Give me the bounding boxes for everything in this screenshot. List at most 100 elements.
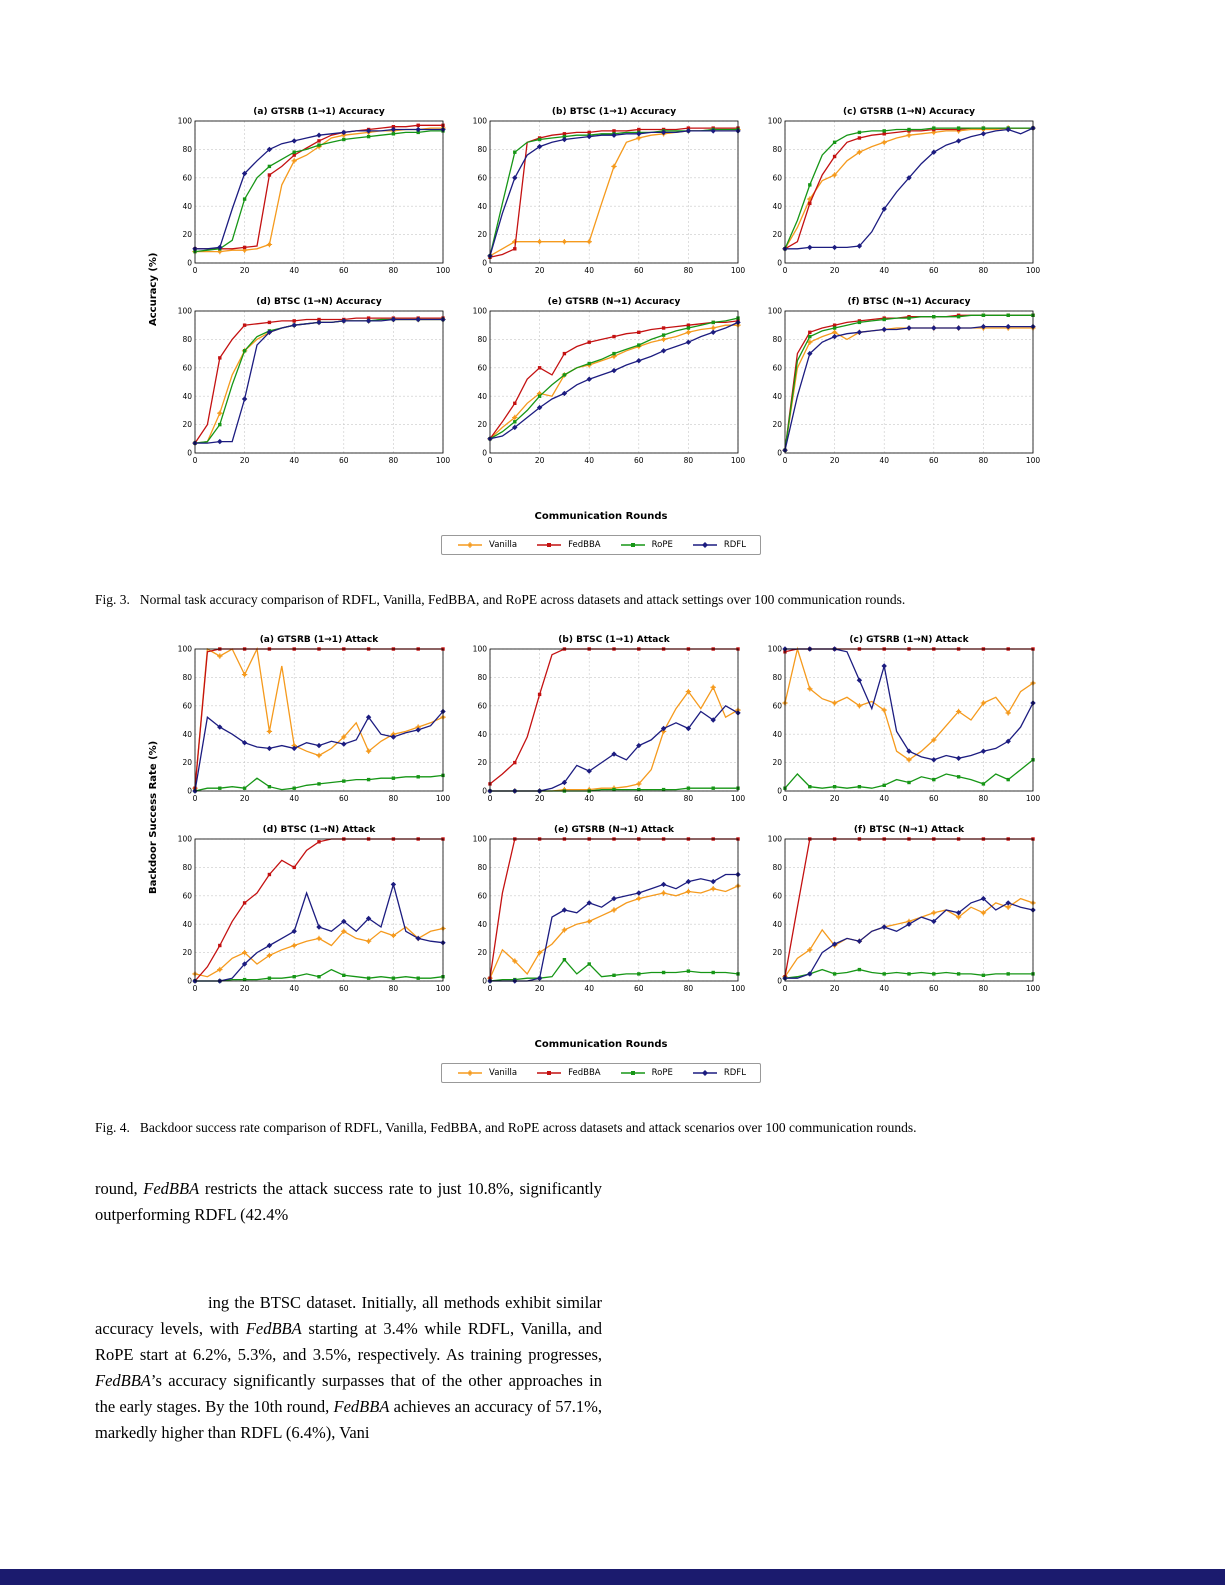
svg-text:0: 0: [482, 977, 487, 986]
body-paragraph-2: ing the BTSC dataset. Initially, all met…: [95, 1293, 602, 1442]
svg-text:100: 100: [731, 984, 745, 993]
svg-text:40: 40: [772, 202, 782, 211]
figure-4-caption-text: Backdoor success rate comparison of RDFL…: [139, 1120, 917, 1135]
svg-text:100: 100: [768, 835, 783, 844]
svg-text:40: 40: [584, 794, 594, 803]
svg-text:60: 60: [929, 266, 939, 275]
legend-swatch-vanilla: [458, 542, 483, 548]
svg-text:20: 20: [477, 420, 487, 429]
chart-gtsrb-Nto1-attack: 0 20 40 60 80 100 0 20 40 60 80 100 (e) GTSRB (N→1) …: [457, 821, 746, 1001]
legend-swatch-fedbba: [537, 543, 562, 547]
svg-text:100: 100: [473, 645, 488, 654]
chart-btsc-1to1-attack: 0 20 40 60 80 100 0 20 40 60 80 100 (b) BTSC (1→1) A…: [457, 631, 746, 811]
svg-text:(e) GTSRB (N→1) Accuracy: (e) GTSRB (N→1) Accuracy: [548, 297, 681, 307]
svg-text:40: 40: [289, 266, 299, 275]
svg-text:60: 60: [477, 363, 487, 372]
svg-text:20: 20: [477, 948, 487, 957]
svg-text:80: 80: [389, 266, 399, 275]
svg-text:0: 0: [488, 794, 493, 803]
legend-item-rdfl: RDFL: [691, 540, 746, 550]
svg-text:20: 20: [830, 794, 840, 803]
svg-text:0: 0: [783, 456, 788, 465]
chart-gtsrb-1toN-attack: 0 20 40 60 80 100 0 20 40 60 80 100 (c) GTSRB (1→N) …: [752, 631, 1041, 811]
svg-text:40: 40: [182, 202, 192, 211]
svg-text:40: 40: [879, 456, 889, 465]
legend-swatch-rdfl: [692, 1070, 717, 1076]
svg-text:0: 0: [488, 984, 493, 993]
chart-btsc-1toN-accuracy: 0 20 40 60 80 100 0 20 40 60 80 100 (d) BTSC (1→N) A…: [162, 293, 451, 473]
svg-text:100: 100: [768, 645, 783, 654]
svg-text:80: 80: [477, 145, 487, 154]
svg-text:60: 60: [929, 984, 939, 993]
svg-text:80: 80: [182, 673, 192, 682]
footer-bar: [0, 1569, 1225, 1585]
svg-text:(b) BTSC (1→1) Attack: (b) BTSC (1→1) Attack: [558, 635, 670, 645]
svg-text:40: 40: [477, 920, 487, 929]
svg-text:40: 40: [477, 730, 487, 739]
svg-text:20: 20: [535, 984, 545, 993]
svg-text:40: 40: [772, 392, 782, 401]
svg-text:0: 0: [482, 787, 487, 796]
legend-label: Vanilla: [489, 1068, 518, 1078]
svg-text:40: 40: [772, 730, 782, 739]
svg-text:100: 100: [473, 307, 488, 316]
svg-text:60: 60: [477, 173, 487, 182]
svg-text:60: 60: [182, 891, 192, 900]
svg-text:60: 60: [477, 891, 487, 900]
svg-text:80: 80: [979, 794, 989, 803]
svg-text:80: 80: [477, 335, 487, 344]
svg-text:100: 100: [731, 266, 745, 275]
svg-text:60: 60: [772, 363, 782, 372]
chart-svg: 0 20 40 60 80 100 0 20 40 60 80 100 (d) BTSC (1→N) A…: [178, 297, 451, 465]
chart-svg: 0 20 40 60 80 100 0 20 40 60 80 100 (b) BTSC (1→1) A…: [473, 107, 746, 275]
svg-text:80: 80: [182, 145, 192, 154]
svg-text:40: 40: [182, 392, 192, 401]
fig3-x-axis-label: Communication Rounds: [534, 511, 668, 522]
svg-text:(f) BTSC (N→1) Accuracy: (f) BTSC (N→1) Accuracy: [848, 297, 971, 307]
chart-btsc-1toN-attack: 0 20 40 60 80 100 0 20 40 60 80 100 (d) BTSC (1→N) A…: [162, 821, 451, 1001]
svg-text:40: 40: [289, 456, 299, 465]
svg-text:(d) BTSC (1→N) Attack: (d) BTSC (1→N) Attack: [263, 825, 377, 835]
legend-label: Vanilla: [489, 540, 518, 550]
legend-label: RoPE: [651, 540, 673, 550]
legend-swatch-vanilla: [458, 1070, 483, 1076]
svg-text:80: 80: [684, 984, 694, 993]
svg-text:100: 100: [1026, 266, 1040, 275]
svg-text:(f) BTSC (N→1) Attack: (f) BTSC (N→1) Attack: [854, 825, 965, 835]
legend-label: RDFL: [723, 1068, 746, 1078]
svg-text:40: 40: [879, 266, 889, 275]
svg-text:20: 20: [240, 794, 250, 803]
svg-text:60: 60: [929, 456, 939, 465]
figure-3-caption-text: Normal task accuracy comparison of RDFL,…: [139, 592, 906, 607]
svg-text:60: 60: [182, 173, 192, 182]
svg-text:0: 0: [777, 977, 782, 986]
svg-text:(c) GTSRB (1→N) Accuracy: (c) GTSRB (1→N) Accuracy: [843, 107, 975, 117]
fig4-legend: Vanilla FedBBA RoPE RDFL: [441, 1063, 761, 1083]
svg-text:20: 20: [240, 266, 250, 275]
fig4-chart-grid: 0 20 40 60 80 100 0 20 40 60 80 100 (a) GTSRB (1→1) …: [162, 631, 1041, 1001]
svg-text:20: 20: [182, 948, 192, 957]
svg-text:80: 80: [772, 335, 782, 344]
svg-text:20: 20: [182, 420, 192, 429]
svg-text:0: 0: [488, 456, 493, 465]
legend-label: RoPE: [651, 1068, 673, 1078]
fig3-chart-grid: 0 20 40 60 80 100 0 20 40 60 80 100 (a) GTSRB (1→1) …: [162, 103, 1041, 473]
svg-text:60: 60: [339, 456, 349, 465]
svg-text:100: 100: [768, 117, 783, 126]
svg-text:40: 40: [289, 794, 299, 803]
legend-item-rope: RoPE: [619, 540, 673, 550]
svg-text:60: 60: [634, 266, 644, 275]
svg-text:20: 20: [240, 456, 250, 465]
svg-text:0: 0: [777, 787, 782, 796]
svg-text:0: 0: [193, 984, 198, 993]
svg-text:40: 40: [879, 984, 889, 993]
legend-label: FedBBA: [568, 540, 601, 550]
chart-svg: 0 20 40 60 80 100 0 20 40 60 80 100 (e) GTSRB (N→1) …: [473, 825, 746, 993]
svg-text:80: 80: [979, 456, 989, 465]
svg-text:40: 40: [584, 456, 594, 465]
svg-text:20: 20: [830, 266, 840, 275]
chart-svg: 0 20 40 60 80 100 0 20 40 60 80 100 (d) BTSC (1→N) A…: [178, 825, 451, 993]
svg-text:100: 100: [178, 645, 193, 654]
svg-text:0: 0: [777, 259, 782, 268]
